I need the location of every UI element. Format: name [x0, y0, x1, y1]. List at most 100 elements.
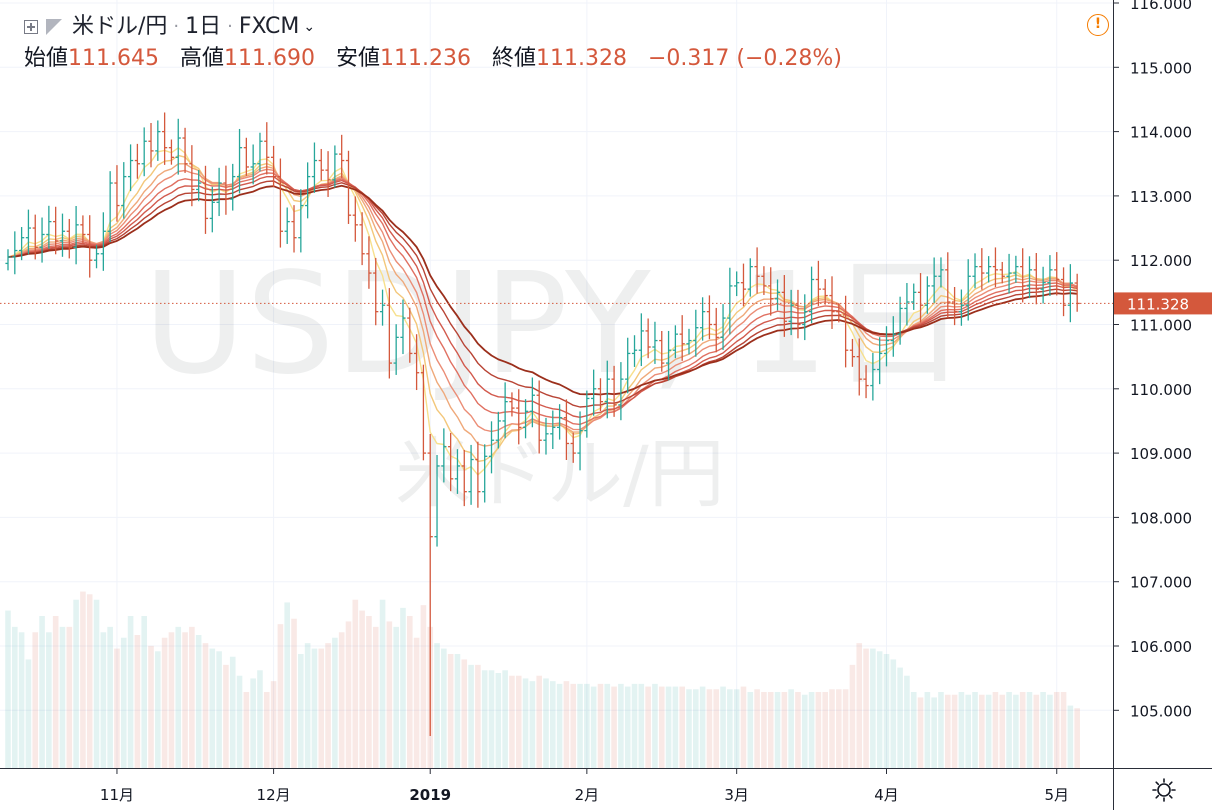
close-value: 111.328	[536, 46, 627, 71]
x-tick-label: 11月	[100, 786, 134, 804]
volume-bar	[468, 664, 474, 768]
volume-bar	[815, 692, 822, 768]
flag-icon[interactable]	[46, 19, 62, 35]
volume-bar	[631, 683, 638, 768]
volume-bar	[801, 694, 808, 768]
symbol-name[interactable]: 米ドル/円	[72, 14, 168, 39]
open-label: 始値	[24, 46, 69, 71]
volume-bar	[706, 689, 713, 768]
volume-bar	[1013, 694, 1019, 768]
volume-bar	[345, 621, 352, 768]
volume-bar	[189, 626, 195, 768]
volume-bar	[1026, 692, 1033, 768]
change-value: −0.317 (−0.28%)	[648, 46, 842, 71]
volume-bar	[699, 686, 706, 768]
volume-bar	[590, 686, 597, 768]
interval-label[interactable]: 1日	[185, 14, 222, 39]
gear-icon[interactable]	[1151, 777, 1177, 803]
source-label[interactable]: FXCM	[238, 14, 300, 39]
volume-bar	[570, 683, 577, 768]
volume-bar	[1019, 692, 1026, 768]
volume-bar	[257, 670, 263, 768]
volume-bar	[59, 626, 66, 768]
high-label: 高値	[180, 46, 225, 71]
volume-bar	[475, 664, 481, 768]
symbol-row: 米ドル/円 · 1日 · FXCM ⌄	[24, 14, 315, 40]
x-tick-label: 2019	[409, 786, 451, 804]
volume-bar	[604, 683, 611, 768]
volume-bar	[195, 635, 202, 768]
volume-bar	[856, 643, 863, 768]
low-label: 安値	[336, 46, 381, 71]
volume-bar	[774, 692, 781, 768]
volume-bar	[781, 692, 788, 768]
volume-bar	[754, 689, 760, 768]
volume-bar	[693, 689, 699, 768]
volume-bar	[277, 624, 284, 768]
volume-bar	[114, 648, 120, 768]
volume-bar	[788, 689, 794, 768]
exclamation-circle-icon[interactable]: !	[1087, 14, 1109, 36]
volume-bar	[447, 654, 454, 768]
volume-bar	[917, 697, 924, 768]
volume-bar	[618, 683, 624, 768]
volume-bar	[543, 678, 549, 768]
volume-bar	[985, 694, 992, 768]
volume-bar	[645, 686, 651, 768]
ma-line	[7, 184, 1078, 396]
separator-dot: ·	[173, 16, 180, 37]
volume-bar	[938, 692, 944, 768]
x-tick-label: 5月	[1044, 786, 1069, 804]
y-tick-label: 106.000	[1130, 638, 1192, 656]
volume-bar	[338, 632, 345, 768]
volume-bar	[46, 632, 52, 768]
volume-bar	[155, 651, 161, 768]
y-tick-label: 107.000	[1130, 574, 1192, 592]
volume-bar	[842, 689, 849, 768]
volume-bar	[332, 637, 338, 768]
volume-bar	[80, 591, 86, 768]
volume-bar	[808, 692, 815, 768]
volume-bar	[263, 692, 270, 768]
high-value: 111.690	[224, 46, 315, 71]
volume-bar	[556, 683, 563, 768]
expand-square-icon[interactable]	[24, 20, 38, 34]
y-tick-label: 109.000	[1130, 445, 1192, 463]
volume-bar	[325, 643, 331, 768]
volume-bar	[298, 654, 304, 768]
volume-bar	[1060, 692, 1067, 768]
volume-bar	[904, 675, 910, 768]
close-label: 終値	[492, 46, 537, 71]
volume-bar	[379, 599, 386, 768]
separator-dot: ·	[227, 16, 233, 37]
volume-bar	[52, 616, 59, 768]
y-tick-label: 116.000	[1130, 0, 1192, 13]
volume-bar	[66, 626, 73, 768]
volume-bar	[359, 610, 365, 768]
volume-bar	[624, 686, 631, 768]
volume-bar	[965, 694, 972, 768]
volume-bar	[161, 637, 168, 768]
volume-bar	[1067, 705, 1074, 768]
volume-bar	[767, 692, 774, 768]
volume-bar	[713, 689, 720, 768]
volume-bar	[25, 659, 32, 768]
volume-bar	[1033, 694, 1040, 768]
volume-bar	[611, 686, 617, 768]
chevron-down-icon[interactable]: ⌄	[303, 19, 316, 35]
volume-bar	[236, 675, 243, 768]
volume-bar	[168, 632, 175, 768]
volume-bar	[86, 594, 93, 768]
volume-bar	[284, 602, 291, 768]
volume-bar	[454, 654, 461, 768]
volume-bar	[229, 656, 236, 768]
volume-bar	[107, 626, 113, 768]
volume-bar	[883, 654, 890, 768]
volume-bar	[836, 689, 842, 768]
y-tick-label: 110.000	[1130, 381, 1192, 399]
volume-bar	[413, 637, 420, 768]
volume-bar	[951, 694, 958, 768]
volume-bar	[12, 626, 18, 768]
volume-bar	[291, 618, 297, 768]
